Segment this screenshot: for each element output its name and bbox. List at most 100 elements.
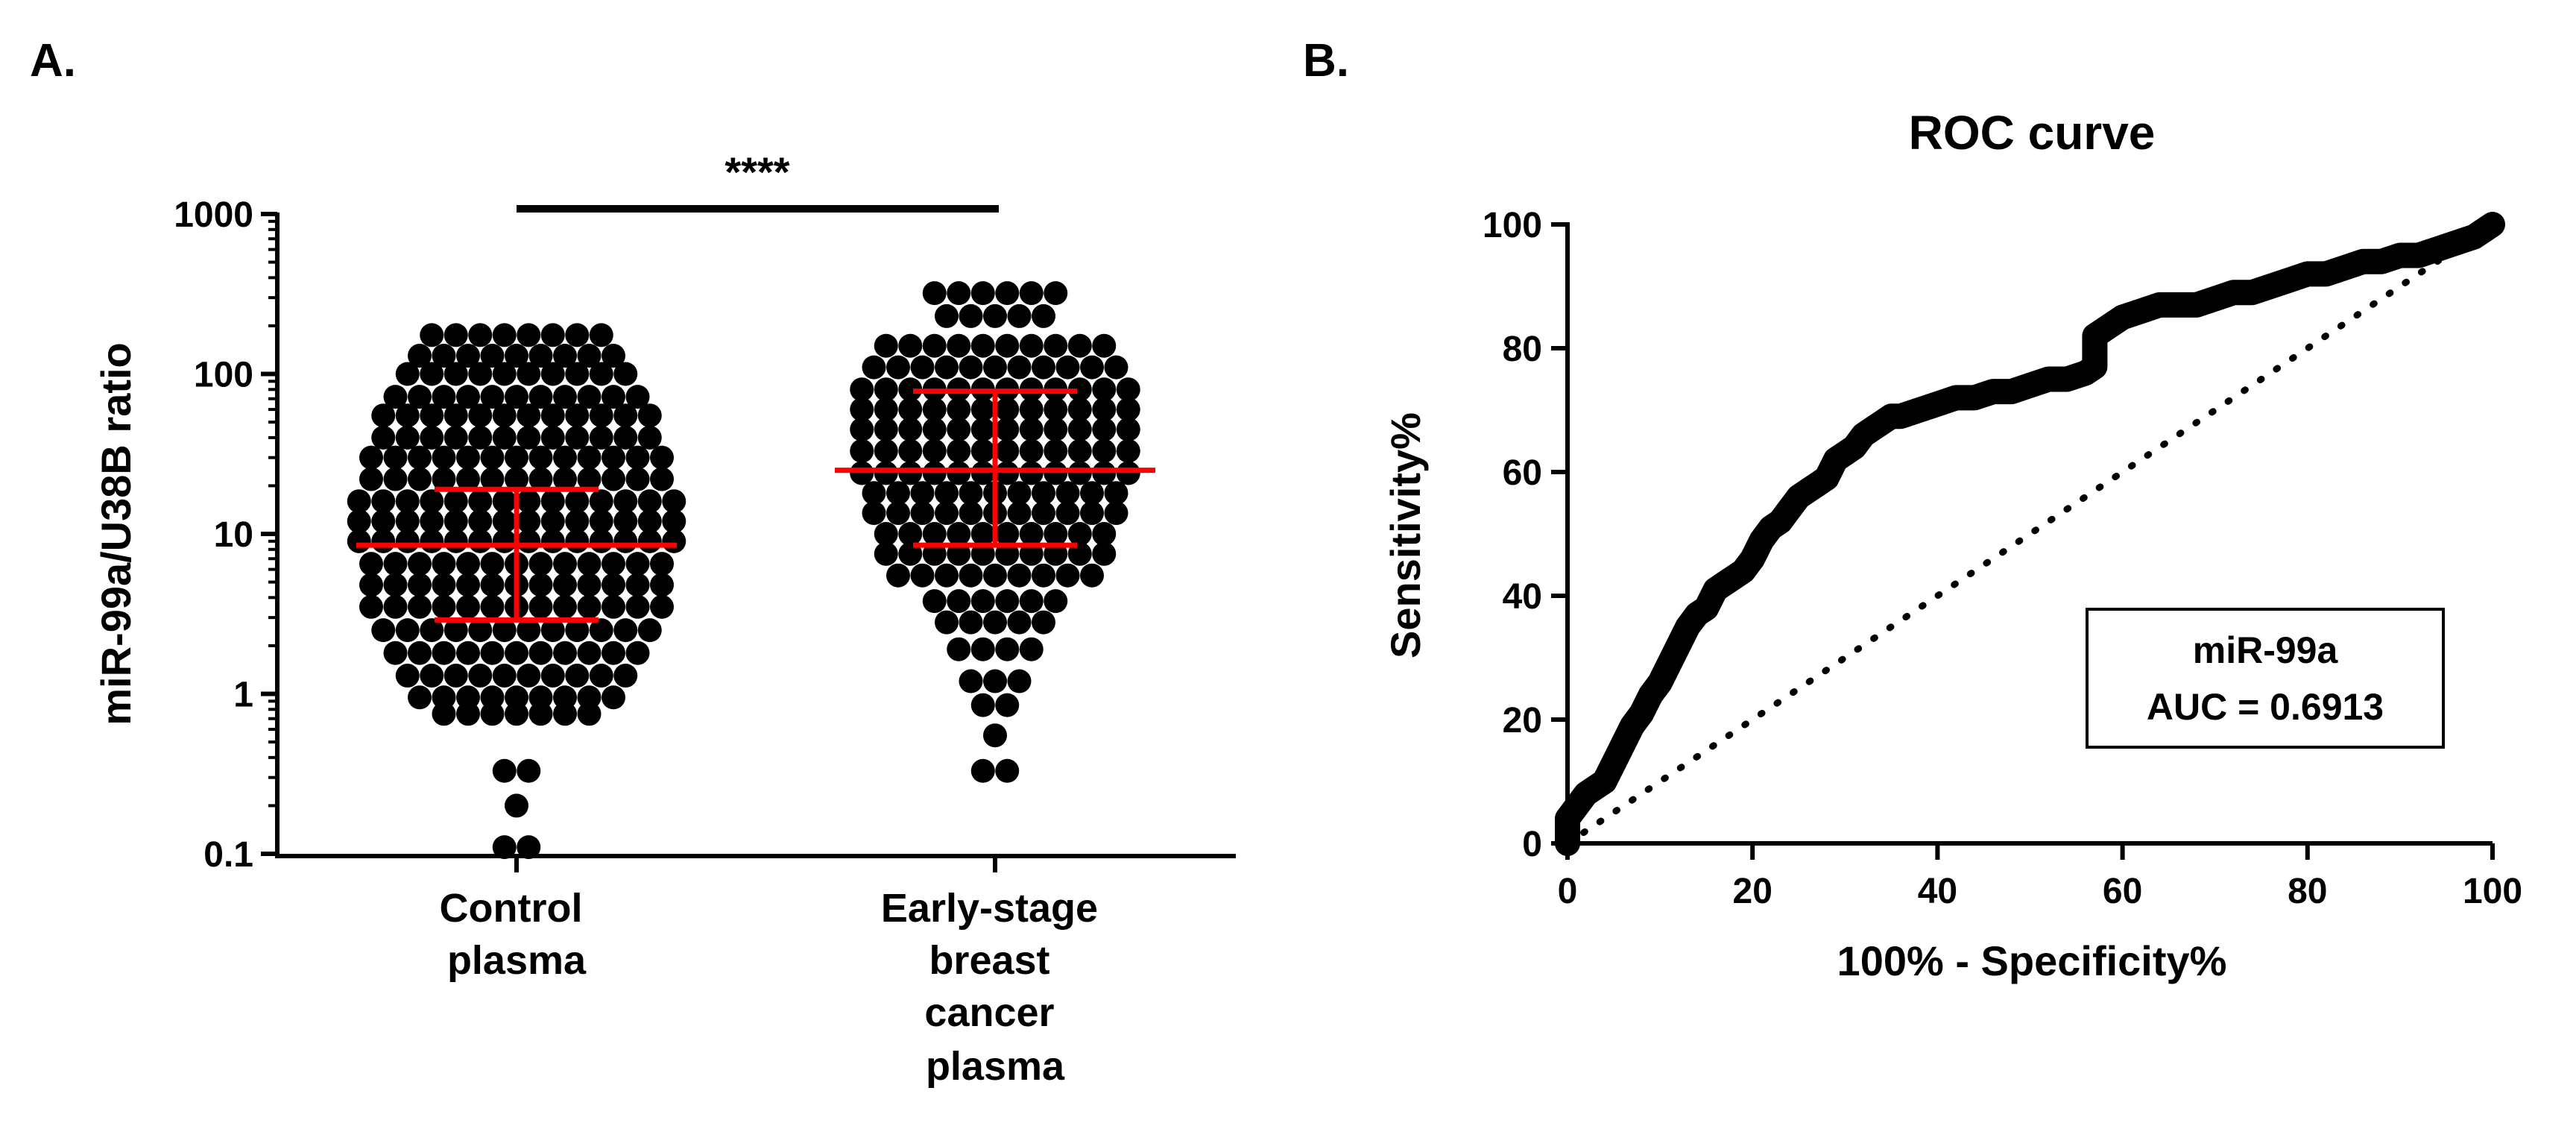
data-point	[602, 445, 625, 470]
data-point	[947, 397, 971, 422]
data-point	[517, 362, 541, 386]
data-point	[395, 403, 420, 428]
data-point	[408, 641, 432, 665]
data-point	[1092, 377, 1117, 402]
data-point	[922, 461, 947, 485]
data-point	[383, 573, 408, 597]
data-point	[468, 509, 493, 534]
data-point	[1116, 438, 1140, 463]
roc-x-tick-label: 40	[1918, 872, 1957, 911]
data-point	[383, 445, 408, 470]
data-point	[540, 618, 565, 643]
data-point	[395, 529, 420, 553]
data-point	[637, 618, 662, 643]
data-point	[395, 362, 420, 386]
data-point	[553, 685, 577, 710]
data-point	[995, 333, 1020, 358]
data-point	[947, 461, 971, 485]
data-point	[371, 529, 396, 553]
data-point	[505, 702, 528, 726]
roc-x-axis-title: 100% - Specificity%	[1837, 937, 2227, 984]
data-point	[528, 385, 553, 409]
data-point	[1080, 355, 1104, 380]
data-point	[565, 529, 590, 553]
data-point	[1080, 501, 1104, 526]
data-point	[456, 385, 480, 409]
data-point	[1007, 355, 1032, 380]
roc-y-tick-label: 60	[1503, 453, 1542, 493]
data-point	[1019, 461, 1044, 485]
data-point	[922, 417, 947, 441]
data-point	[1019, 541, 1044, 566]
roc-x-tick-label: 20	[1733, 872, 1772, 911]
data-point	[540, 403, 565, 428]
reference-diagonal	[1564, 221, 2496, 847]
data-point	[625, 641, 650, 665]
data-point	[947, 438, 971, 463]
data-point	[505, 793, 528, 818]
data-point	[874, 417, 898, 441]
data-point	[983, 610, 1007, 635]
data-point	[602, 552, 625, 576]
data-point	[602, 573, 625, 597]
data-point	[662, 529, 686, 553]
data-point	[947, 589, 971, 614]
y-tick-label: 1	[233, 676, 253, 715]
data-point	[970, 397, 995, 422]
data-point	[492, 758, 517, 783]
data-point	[970, 758, 995, 783]
data-point	[898, 461, 923, 485]
data-point	[898, 417, 923, 441]
data-point	[1019, 589, 1044, 614]
data-point	[359, 573, 383, 597]
data-point	[995, 693, 1020, 717]
data-point	[983, 723, 1007, 748]
data-point	[553, 641, 577, 665]
panel-a-y-axis: 0.1 1 10 100 1000	[174, 195, 280, 875]
y-tick-label: 100	[194, 356, 253, 395]
data-point	[540, 509, 565, 534]
legend-box	[2086, 608, 2445, 749]
data-point	[540, 529, 565, 553]
data-point	[589, 425, 613, 450]
data-point	[970, 333, 995, 358]
data-point	[528, 685, 553, 710]
data-point	[577, 594, 602, 619]
data-point	[625, 385, 650, 409]
data-point	[995, 541, 1020, 566]
data-point	[432, 594, 456, 619]
data-point	[922, 281, 947, 306]
data-point	[602, 467, 625, 491]
data-point	[602, 641, 625, 665]
data-point	[420, 664, 444, 688]
data-point	[589, 362, 613, 386]
data-point	[517, 425, 541, 450]
data-point	[577, 467, 602, 491]
data-point	[874, 541, 898, 566]
data-point	[1044, 438, 1068, 463]
data-point	[456, 702, 480, 726]
data-point	[517, 323, 541, 347]
roc-title: ROC curve	[1909, 106, 2156, 160]
data-point	[371, 403, 396, 428]
data-point	[947, 333, 971, 358]
category-label-cancer: Early-stage breast cancer plasma	[881, 886, 1109, 1089]
data-point	[1104, 355, 1128, 380]
data-point	[995, 637, 1020, 661]
data-point	[456, 573, 480, 597]
data-point	[602, 594, 625, 619]
data-point	[492, 835, 517, 860]
data-point	[947, 541, 971, 566]
data-point	[468, 323, 493, 347]
data-point	[359, 594, 383, 619]
data-point	[456, 344, 480, 368]
data-point	[443, 323, 468, 347]
data-point	[395, 489, 420, 514]
data-point	[898, 541, 923, 566]
data-point	[468, 489, 493, 514]
data-point	[347, 509, 371, 534]
data-point	[553, 467, 577, 491]
data-point	[862, 501, 886, 526]
data-point	[528, 467, 553, 491]
data-point	[577, 385, 602, 409]
